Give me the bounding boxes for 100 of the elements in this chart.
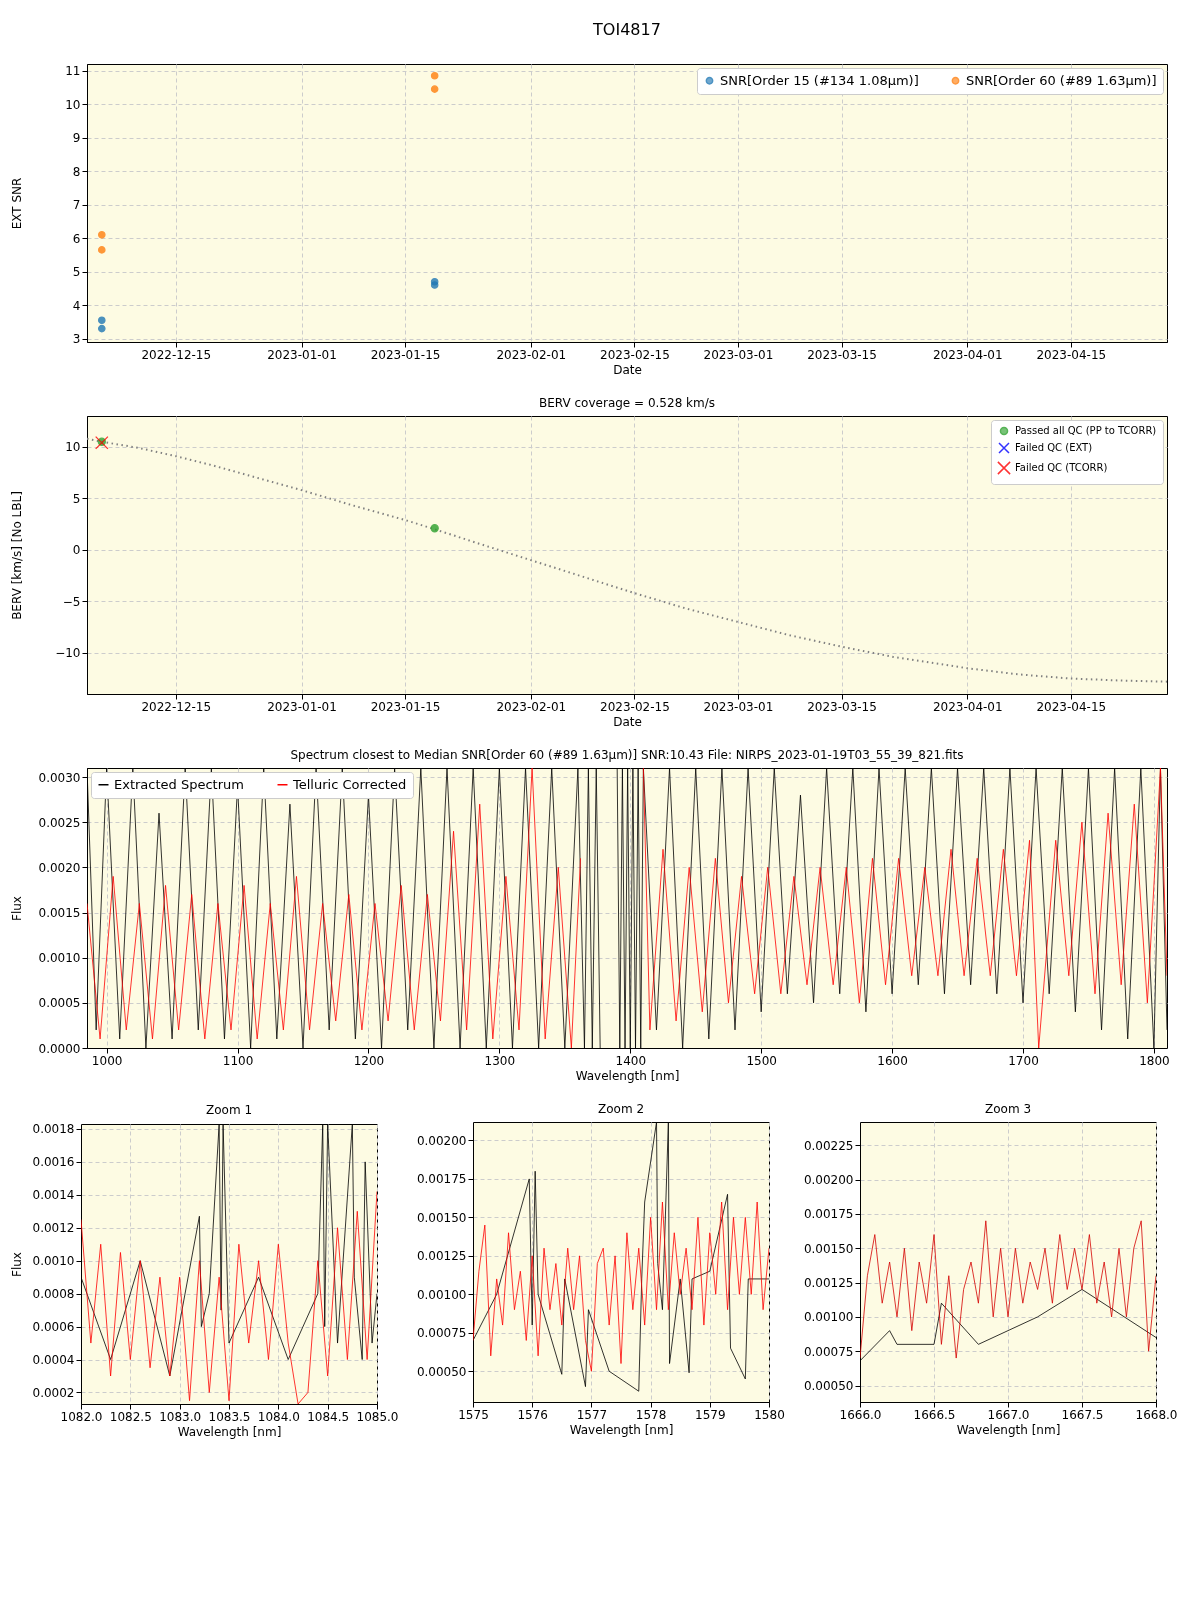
line-series [860,1220,1156,1359]
x-tick-label: 2023-03-01 [703,699,774,714]
y-tick-label: 0.00200 [803,1173,854,1188]
x-tick-label: 2023-01-01 [267,347,337,362]
x-tick-label: 1200 [353,1053,385,1068]
point [97,316,106,325]
y-tick-label: 0.0010 [38,951,81,966]
y-tick-label: 0.0000 [38,1041,81,1056]
x-tick-label: 1700 [1008,1053,1039,1068]
y-axis-title: BERV [km/s] [No LBL] [9,491,24,620]
x-tick-label: 2023-03-15 [807,347,877,362]
x-tick-label: 1575 [458,1407,489,1422]
y-tick-label: 0.0014 [32,1188,75,1203]
line-series [87,437,1167,683]
x-tick-label: 2023-04-01 [932,699,1003,714]
chart-title: Zoom 3 [984,1102,1032,1116]
x-tick-label: 2022-12-15 [141,347,212,362]
x-tick-label: 2023-04-15 [1036,347,1107,362]
y-tick-label: 0.0020 [38,860,81,875]
chart-title: TOI4817 [592,20,661,39]
x-axis-title: Wavelength [nm] [177,1424,282,1439]
x-tick-label: 1667.5 [1061,1407,1104,1422]
y-tick-label: 6 [72,231,81,246]
y-tick-label: 0.0005 [38,996,81,1011]
x-tick-label: 2023-02-01 [496,699,567,714]
legend-label: Extracted Spectrum [114,776,244,792]
x-tick-label: 2023-02-01 [496,347,567,362]
x-tick-label: 1084.5 [307,1409,350,1424]
x-tick-label: 1000 [91,1053,123,1068]
point [430,281,439,289]
x-tick-label: 1580 [754,1407,785,1422]
x-tick-label: 1300 [484,1053,516,1068]
x-tick-label: 2023-04-15 [1036,699,1107,714]
x-axis-title: Wavelength [nm] [575,1068,680,1083]
x-tick-label: 1085.0 [356,1409,399,1424]
x-axis-title: Date [613,714,642,729]
x-tick-label: 1668.0 [1135,1407,1178,1422]
x-axis-title: Date [613,362,642,377]
chart-title: Zoom 2 [597,1102,645,1116]
x-axis-title: Wavelength [nm] [569,1422,674,1437]
x-tick-label: 2023-01-15 [370,347,441,362]
x-tick-label: 1083.5 [208,1409,251,1424]
x-tick-label: 1666.5 [913,1407,956,1422]
y-tick-label: 0.00150 [416,1210,467,1225]
y-axis-title: Flux [9,1252,24,1277]
legend-label: SNR[Order 15 (#134 1.08μm)] [720,72,919,88]
y-tick-label: 5 [72,491,81,506]
chart-title: Zoom 1 [205,1102,253,1117]
y-tick-label: 0.00075 [416,1326,467,1341]
x-tick-label: 2023-03-01 [703,347,774,362]
chart-title: BERV coverage = 0.528 km/s [538,396,716,410]
y-tick-label: 0.00175 [416,1172,467,1187]
point [97,231,106,239]
y-axis-title: Flux [9,896,24,921]
y-tick-label: 3 [72,332,81,347]
x-tick-label: 1800 [1139,1053,1170,1068]
point [430,85,439,93]
y-tick-label: 0.00100 [416,1287,467,1302]
x-tick-label: 2022-12-15 [141,699,212,714]
y-tick-label: 5 [72,265,81,280]
x-tick-label: 1667.0 [987,1407,1030,1422]
y-tick-label: 11 [65,64,81,79]
y-tick-label: 0.0002 [32,1385,75,1400]
legend-label: Passed all QC (PP to TCORR) [1015,425,1157,436]
x-tick-label: 1083.0 [159,1409,202,1424]
y-tick-label: 0.0008 [32,1287,75,1302]
y-tick-label: 0.00050 [803,1379,854,1394]
y-tick-label: −5 [62,594,81,609]
y-tick-label: 0.0030 [38,770,81,785]
y-tick-label: 0.0006 [32,1320,75,1335]
y-tick-label: 8 [72,164,81,179]
legend-label: SNR[Order 60 (#89 1.63μm)] [966,72,1157,88]
point [97,246,106,254]
y-tick-label: 10 [65,97,81,112]
y-tick-label: 0.00075 [803,1344,854,1359]
x-tick-label: 1579 [695,1407,726,1422]
y-tick-label: 0.0015 [38,906,81,921]
y-tick-label: 0 [72,543,81,558]
point [95,436,109,450]
y-tick-label: 0.0004 [32,1353,75,1368]
point [97,324,106,333]
y-tick-label: −10 [55,646,81,661]
x-tick-label: 1577 [576,1407,608,1422]
x-tick-label: 1082.5 [109,1409,152,1424]
y-tick-label: 0.00150 [803,1241,854,1256]
y-tick-label: 0.0012 [32,1221,75,1236]
y-axis-title: EXT SNR [9,177,24,230]
y-tick-label: 0.0016 [32,1155,75,1170]
x-tick-label: 1500 [746,1053,777,1068]
x-tick-label: 1100 [222,1053,254,1068]
y-tick-label: 10 [65,440,81,455]
x-tick-label: 1082.0 [60,1409,103,1424]
x-tick-label: 1576 [517,1407,548,1422]
y-tick-label: 0.00175 [803,1207,854,1222]
y-tick-label: 4 [72,298,81,313]
x-tick-label: 2023-02-15 [600,347,670,362]
legend-label: Telluric Corrected [292,776,407,792]
x-axis-title: Wavelength [nm] [956,1422,1061,1437]
y-tick-label: 0.0018 [32,1122,75,1137]
legend-label: Failed QC (EXT) [1015,442,1093,453]
